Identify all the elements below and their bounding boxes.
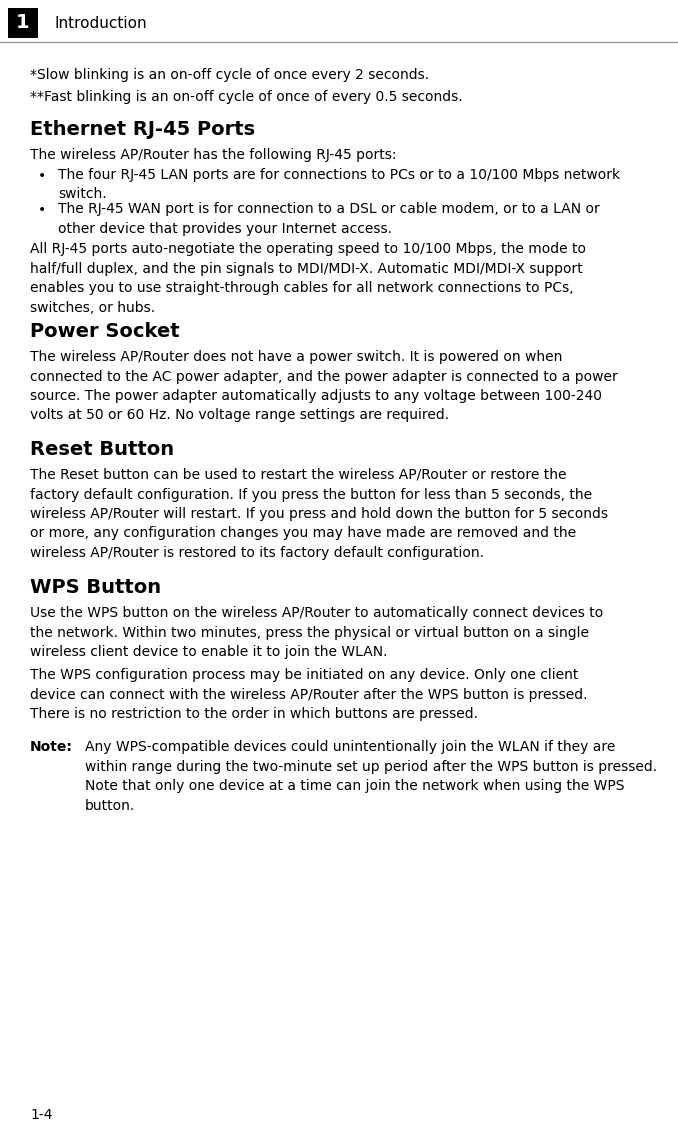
Text: The Reset button can be used to restart the wireless AP/Router or restore the
fa: The Reset button can be used to restart … (30, 468, 608, 559)
Text: •: • (38, 169, 46, 183)
Text: The wireless AP/Router does not have a power switch. It is powered on when
conne: The wireless AP/Router does not have a p… (30, 350, 618, 423)
Text: Reset Button: Reset Button (30, 440, 174, 459)
Text: The wireless AP/Router has the following RJ-45 ports:: The wireless AP/Router has the following… (30, 148, 397, 162)
Text: The RJ-45 WAN port is for connection to a DSL or cable modem, or to a LAN or
oth: The RJ-45 WAN port is for connection to … (58, 202, 600, 236)
Text: The four RJ-45 LAN ports are for connections to PCs or to a 10/100 Mbps network
: The four RJ-45 LAN ports are for connect… (58, 168, 620, 202)
Text: **Fast blinking is an on-off cycle of once of every 0.5 seconds.: **Fast blinking is an on-off cycle of on… (30, 90, 462, 104)
Text: All RJ-45 ports auto-negotiate the operating speed to 10/100 Mbps, the mode to
h: All RJ-45 ports auto-negotiate the opera… (30, 243, 586, 315)
FancyBboxPatch shape (8, 8, 38, 38)
Text: The WPS configuration process may be initiated on any device. Only one client
de: The WPS configuration process may be ini… (30, 668, 588, 721)
Text: Introduction: Introduction (55, 16, 148, 30)
Text: •: • (38, 203, 46, 217)
Text: Use the WPS button on the wireless AP/Router to automatically connect devices to: Use the WPS button on the wireless AP/Ro… (30, 606, 603, 659)
Text: WPS Button: WPS Button (30, 578, 161, 597)
Text: 1: 1 (16, 14, 30, 33)
Text: Any WPS-compatible devices could unintentionally join the WLAN if they are
withi: Any WPS-compatible devices could uninten… (85, 740, 657, 812)
Text: *Slow blinking is an on-off cycle of once every 2 seconds.: *Slow blinking is an on-off cycle of onc… (30, 68, 429, 82)
Text: Power Socket: Power Socket (30, 321, 180, 341)
Text: 1-4: 1-4 (30, 1108, 52, 1122)
Text: Ethernet RJ-45 Ports: Ethernet RJ-45 Ports (30, 120, 255, 139)
Text: Note:: Note: (30, 740, 73, 754)
